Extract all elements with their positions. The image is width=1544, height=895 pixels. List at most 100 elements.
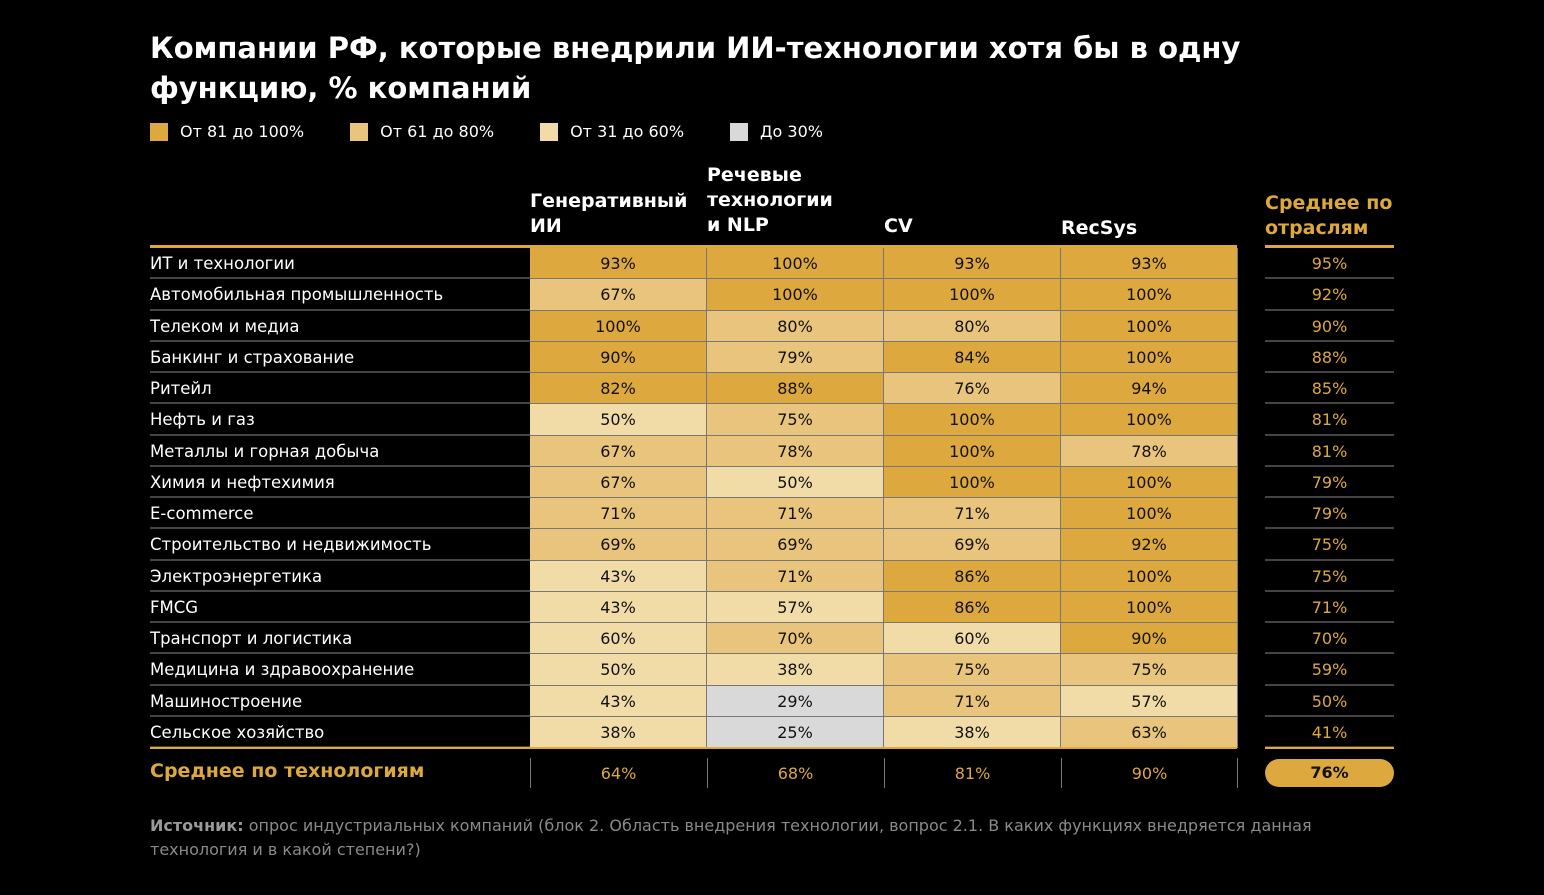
table-row: FMCG 43% 57% 86% 100% 71% — [150, 591, 1394, 623]
heatmap-cell: 94% — [1061, 373, 1238, 405]
table-row: Банкинг и страхование 90% 79% 84% 100% 88% — [150, 341, 1394, 373]
heatmap-cell: 75% — [707, 404, 884, 436]
heatmap-cell: 100% — [1061, 341, 1238, 373]
source-label: Источник: — [150, 816, 244, 835]
row-label: Банкинг и страхование — [150, 342, 530, 373]
heatmap-cell: 100% — [1061, 279, 1238, 311]
heatmap-cell: 100% — [707, 279, 884, 311]
row-average: 81% — [1265, 436, 1394, 467]
table-row: Ритейл 82% 88% 76% 94% 85% — [150, 373, 1394, 405]
table-row: Электроэнергетика 43% 71% 86% 100% 75% — [150, 560, 1394, 592]
column-separator — [530, 758, 531, 788]
legend-item: От 81 до 100% — [150, 122, 304, 141]
avg-footer-divider — [1265, 747, 1394, 749]
heatmap-cell: 78% — [707, 435, 884, 467]
heatmap-cell: 69% — [530, 529, 707, 561]
heatmap-cell: 79% — [707, 341, 884, 373]
row-label: Медицина и здравоохранение — [150, 654, 530, 686]
heatmap-cell: 60% — [884, 623, 1061, 655]
heatmap-cell: 93% — [884, 248, 1061, 280]
column-average: 90% — [1131, 764, 1168, 783]
table-row: ИТ и технологии 93% 100% 93% 93% 95% — [150, 248, 1394, 280]
row-average: 75% — [1265, 561, 1394, 592]
legend-label: От 31 до 60% — [570, 122, 685, 141]
heatmap-cell: 100% — [884, 404, 1061, 436]
heatmap-cell: 50% — [530, 654, 707, 686]
row-average: 92% — [1265, 279, 1394, 311]
row-label: Сельское хозяйство — [150, 717, 530, 748]
heatmap-cell: 100% — [1061, 466, 1238, 498]
heatmap-cell: 43% — [530, 685, 707, 717]
row-average: 79% — [1265, 498, 1394, 530]
heatmap-cell: 60% — [530, 623, 707, 655]
legend-label: От 81 до 100% — [180, 122, 305, 141]
table-row: Транспорт и логистика 60% 70% 60% 90% 70% — [150, 623, 1394, 655]
avg-header-divider — [1265, 245, 1394, 248]
column-header-recsys: RecSys — [1061, 217, 1138, 239]
table-row: Сельское хозяйство 38% 25% 38% 63% 41% — [150, 716, 1394, 748]
heatmap-cell: 67% — [530, 435, 707, 467]
legend-swatch — [150, 122, 168, 141]
heatmap-cell: 90% — [1061, 623, 1238, 655]
heatmap-cell: 29% — [707, 685, 884, 717]
row-label: Нефть и газ — [150, 404, 530, 436]
column-separator — [884, 758, 885, 788]
heatmap-cell: 93% — [1061, 248, 1238, 280]
heatmap-cell: 93% — [530, 248, 707, 280]
source-note: Источник: опрос индустриальных компаний … — [150, 814, 1370, 862]
heatmap-cell: 71% — [530, 498, 707, 530]
row-average: 75% — [1265, 529, 1394, 561]
heatmap-cell: 100% — [1061, 498, 1238, 530]
heatmap-cell: 100% — [1061, 310, 1238, 342]
column-separator — [707, 758, 708, 788]
heatmap-cell: 57% — [707, 591, 884, 623]
heatmap-cell: 84% — [884, 341, 1061, 373]
heatmap-cell: 71% — [707, 498, 884, 530]
legend-swatch — [730, 122, 749, 141]
heatmap-cell: 100% — [884, 435, 1061, 467]
overall-average-badge: 76% — [1265, 759, 1394, 787]
column-header-avg: Среднее по отраслям — [1265, 192, 1393, 239]
column-average: 68% — [777, 764, 814, 783]
row-average: 90% — [1265, 311, 1394, 342]
heatmap-cell: 100% — [1061, 560, 1238, 592]
heatmap-cell: 100% — [1061, 591, 1238, 623]
heatmap-cell: 50% — [530, 404, 707, 436]
heatmap-cell: 71% — [884, 498, 1061, 530]
heatmap-cell: 90% — [530, 341, 707, 373]
heatmap-cell: 80% — [884, 310, 1061, 342]
table-row: Телеком и медиа 100% 80% 80% 100% 90% — [150, 310, 1394, 342]
column-header-cv: CV — [884, 215, 913, 237]
row-average: 81% — [1265, 404, 1394, 436]
heatmap-cell: 78% — [1061, 435, 1238, 467]
row-average: 59% — [1265, 654, 1394, 686]
legend-item: От 61 до 80% — [350, 122, 494, 141]
legend-swatch — [540, 122, 559, 141]
heatmap-cell: 69% — [884, 529, 1061, 561]
heatmap-cell: 67% — [530, 279, 707, 311]
table-row: Металлы и горная добыча 67% 78% 100% 78% 81% — [150, 435, 1394, 467]
header-divider — [150, 245, 1237, 248]
footer-divider — [150, 747, 1237, 749]
legend: От 81 до 100% От 61 до 80% От 31 до 60% До … — [150, 122, 869, 141]
row-average: 95% — [1265, 248, 1394, 280]
column-average: 64% — [600, 764, 637, 783]
heatmap-cell: 88% — [707, 373, 884, 405]
heatmap-cell: 67% — [530, 466, 707, 498]
source-text: опрос индустриальных компаний (блок 2. О… — [150, 816, 1312, 859]
row-label: Автомобильная промышленность — [150, 279, 530, 311]
table-row: Нефть и газ 50% 75% 100% 100% 81% — [150, 404, 1394, 436]
row-label: ИТ и технологии — [150, 248, 530, 280]
row-label: Телеком и медиа — [150, 311, 530, 342]
column-separator — [1061, 758, 1062, 788]
heatmap-cell: 100% — [1061, 404, 1238, 436]
heatmap-cell: 75% — [884, 654, 1061, 686]
heatmap-cell: 92% — [1061, 529, 1238, 561]
row-label: Электроэнергетика — [150, 561, 530, 592]
heatmap-cell: 71% — [707, 560, 884, 592]
heatmap-cell: 100% — [884, 466, 1061, 498]
heatmap-cell: 100% — [707, 248, 884, 280]
heatmap-cell: 38% — [707, 654, 884, 686]
legend-label: До 30% — [760, 122, 823, 141]
heatmap-cell: 80% — [707, 310, 884, 342]
